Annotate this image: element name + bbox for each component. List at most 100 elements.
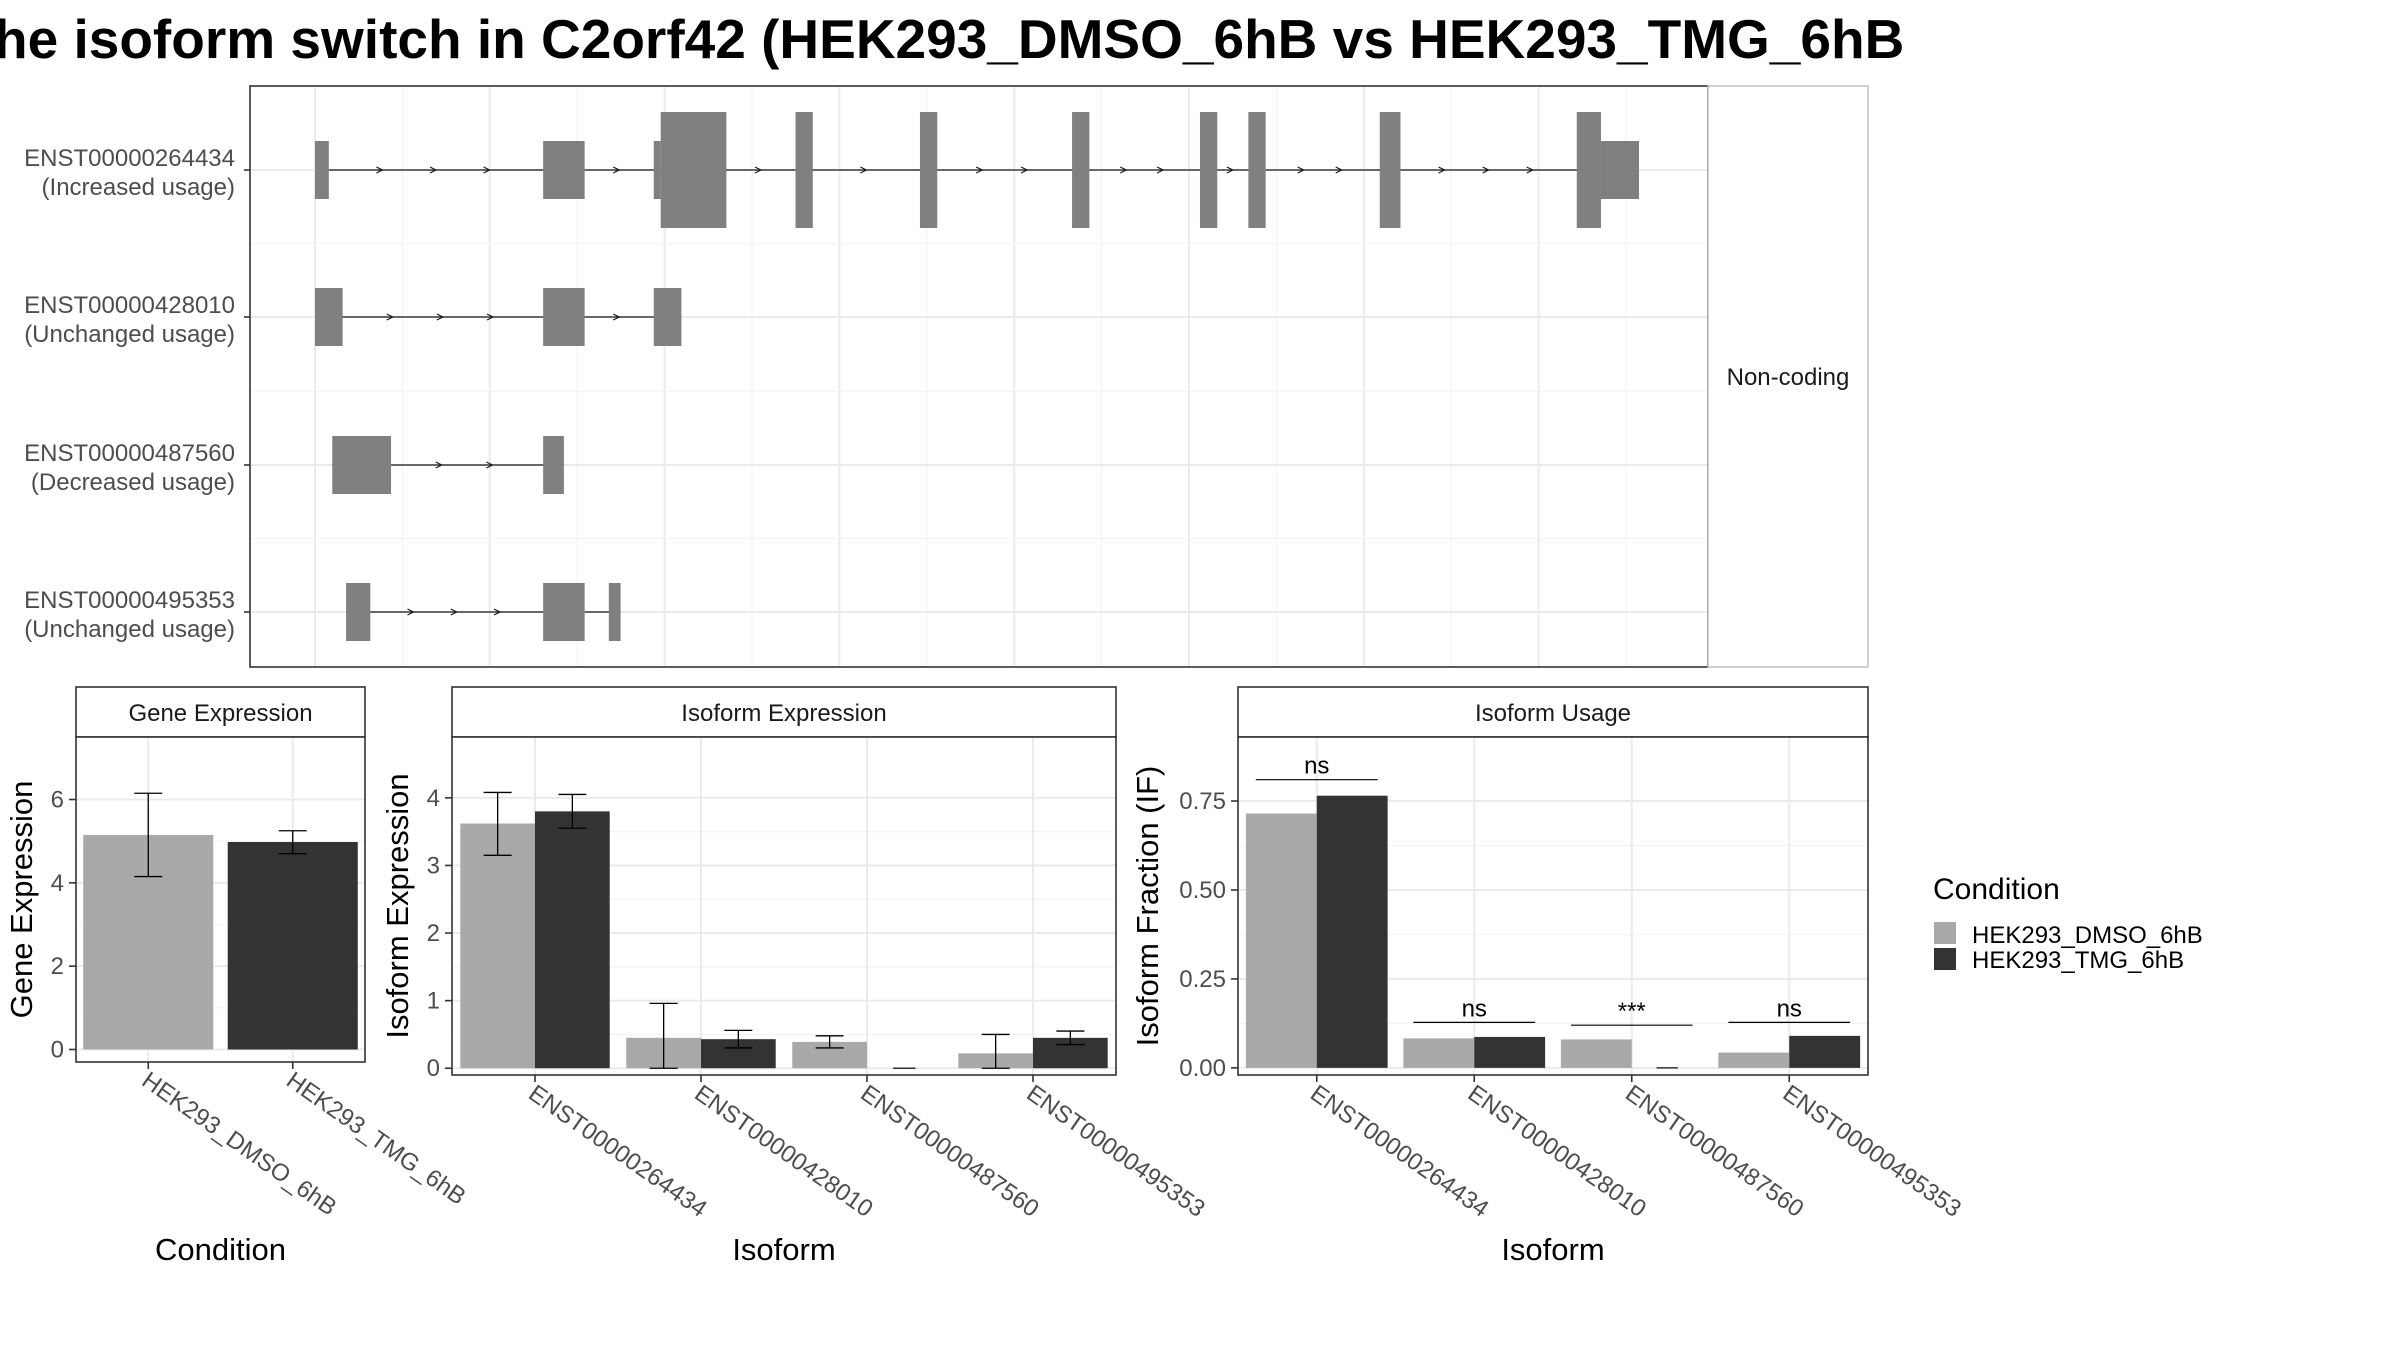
- exon-block: [1248, 112, 1266, 228]
- isoform-usage-panel: Isoform UsagensENST00000264434nsENST0000…: [1130, 686, 1966, 1267]
- panel-border: [451, 736, 1117, 1076]
- legend-label-tmg: HEK293_TMG_6hB: [1972, 947, 2184, 974]
- legend-label-dmso: HEK293_DMSO_6hB: [1972, 922, 2203, 949]
- legend-swatch-tmg: [1934, 948, 1956, 970]
- y-tick-label: 3: [427, 852, 440, 879]
- bar: [1316, 795, 1388, 1068]
- exon-block: [919, 112, 938, 228]
- y-axis-title: Gene Expression: [4, 781, 39, 1019]
- x-axis-title: Condition: [155, 1232, 286, 1267]
- intron-arrow: [1438, 166, 1446, 174]
- intron-arrow: [376, 166, 384, 174]
- intron-arrow: [493, 608, 502, 616]
- y-tick-label: 1: [427, 988, 440, 1015]
- x-tick-label: ENST00000428010: [690, 1080, 878, 1223]
- exon-block: [543, 436, 564, 494]
- bar: [535, 811, 610, 1069]
- x-axis-title: Isoform: [732, 1232, 835, 1267]
- bar: [1718, 1052, 1790, 1068]
- bar: [227, 842, 358, 1050]
- intron-arrow: [1335, 166, 1344, 174]
- intron-arrow: [612, 166, 621, 174]
- significance-label: ***: [1618, 998, 1646, 1025]
- y-tick-label: 0.50: [1179, 877, 1226, 904]
- y-axis-title: Isoform Fraction (IF): [1130, 766, 1165, 1047]
- exon-block: [1199, 112, 1218, 228]
- y-tick-label: 0.75: [1179, 788, 1226, 815]
- intron-arrow: [612, 313, 621, 321]
- facet-strip: [1707, 85, 1869, 668]
- intron-arrow: [975, 166, 984, 174]
- transcript-id-label: ENST00000495353: [24, 587, 235, 614]
- exon-block: [1600, 141, 1639, 199]
- exon-block: [1576, 112, 1601, 228]
- panel-strip-label: Gene Expression: [128, 700, 312, 727]
- transcript-status-label: (Unchanged usage): [24, 321, 235, 348]
- figure-title: he isoform switch in C2orf42 (HEK293_DMS…: [0, 8, 1904, 70]
- x-tick-label: ENST00000264434: [524, 1080, 712, 1223]
- y-tick-label: 6: [51, 787, 64, 814]
- y-tick-label: 0.25: [1179, 966, 1226, 993]
- intron-arrow: [754, 166, 763, 174]
- exon-block: [795, 112, 813, 228]
- intron-arrow: [1526, 166, 1535, 174]
- gene-structure-panel: ENST00000264434(Increased usage) ENST0000…: [24, 85, 1869, 668]
- x-axis-title: Isoform: [1501, 1232, 1604, 1267]
- exon-block: [315, 141, 329, 199]
- transcript-status-label: (Unchanged usage): [24, 616, 235, 643]
- panel-strip: [75, 686, 366, 738]
- transcript-status-label: (Decreased usage): [31, 469, 235, 496]
- y-tick-label: 2: [427, 920, 440, 947]
- exon-block: [608, 583, 621, 641]
- intron-arrow: [486, 313, 495, 321]
- exon-block: [1072, 112, 1090, 228]
- legend-title: Condition: [1933, 873, 2060, 906]
- transcript-id-label: ENST00000264434: [24, 145, 235, 172]
- exon-block: [346, 583, 371, 641]
- exon-block: [315, 288, 343, 346]
- intron-arrow: [436, 313, 445, 321]
- intron-arrow: [386, 313, 395, 321]
- y-tick-label: 2: [51, 953, 64, 980]
- panel-strip-label: Isoform Usage: [1475, 700, 1631, 727]
- y-axis-title: Isoform Expression: [380, 773, 415, 1038]
- intron-arrow: [429, 166, 438, 174]
- intron-arrow: [450, 608, 459, 616]
- y-tick-label: 4: [427, 785, 440, 812]
- intron-arrow: [1020, 166, 1029, 174]
- bar: [460, 823, 535, 1069]
- intron-arrow: [483, 166, 491, 174]
- intron-arrow: [486, 461, 494, 469]
- intron-arrow: [860, 166, 868, 174]
- intron-arrow: [1482, 166, 1490, 174]
- intron-arrow: [435, 461, 444, 469]
- bar: [1560, 1039, 1632, 1068]
- intron-arrow: [1297, 166, 1306, 174]
- x-tick-label: ENST00000487560: [856, 1080, 1044, 1223]
- exon-block: [332, 436, 392, 494]
- panel-strip-label: Isoform Expression: [681, 700, 886, 727]
- significance-label: ns: [1304, 753, 1329, 780]
- panel-border: [1237, 736, 1869, 1076]
- intron-arrow: [1119, 166, 1128, 174]
- bar: [1789, 1035, 1861, 1068]
- structure-panel-background: [250, 86, 1708, 667]
- exon-block: [543, 583, 585, 641]
- y-tick-label: 0.00: [1179, 1055, 1226, 1082]
- intron-arrow: [1156, 166, 1165, 174]
- facet-strip-label: Non-coding: [1727, 364, 1850, 391]
- exon-block: [653, 288, 682, 346]
- significance-label: ns: [1777, 995, 1802, 1022]
- x-tick-label: ENST00000495353: [1022, 1080, 1210, 1223]
- bar: [1403, 1038, 1475, 1068]
- y-tick-label: 0: [51, 1037, 64, 1064]
- exon-block: [543, 141, 585, 199]
- bar: [1245, 813, 1317, 1068]
- panel-border: [75, 736, 366, 1063]
- exon-block: [1379, 112, 1401, 228]
- bar: [1474, 1036, 1546, 1068]
- intron-arrow: [1226, 166, 1235, 174]
- exon-block: [543, 288, 585, 346]
- isoform-expression-panel: Isoform ExpressionENST00000264434ENST000…: [380, 686, 1210, 1267]
